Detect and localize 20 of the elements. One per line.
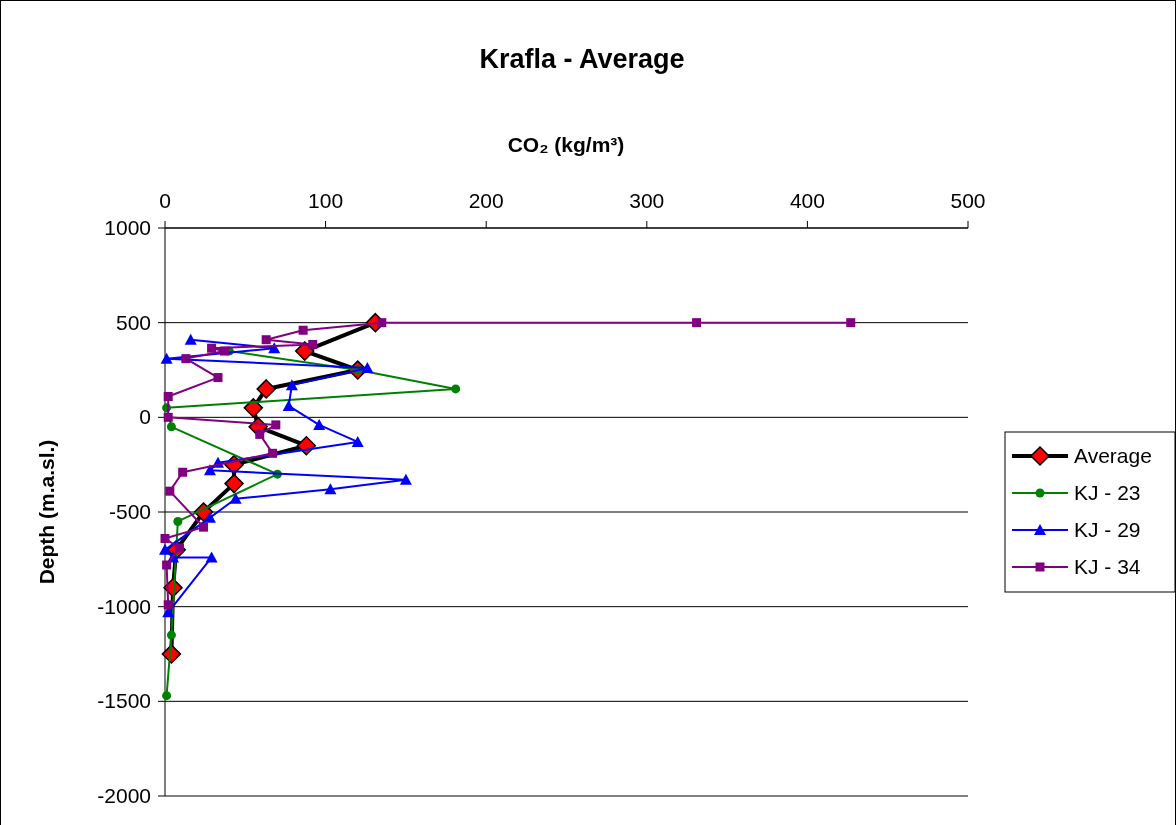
y-tick-label: -500 — [108, 500, 151, 523]
x-tick-label: 300 — [629, 189, 665, 212]
legend-label: KJ - 34 — [1074, 555, 1141, 578]
x-tick-label: 400 — [789, 189, 825, 212]
x-tick-label: 0 — [159, 189, 171, 212]
legend-label: Average — [1074, 444, 1152, 467]
y-tick-label: 1000 — [104, 216, 151, 239]
y-axis-title: Depth (m.a.sl.) — [35, 439, 58, 585]
y-tick-label: 500 — [115, 310, 151, 334]
y-tick-label: -1000 — [97, 594, 151, 618]
y-tick-label: -2000 — [97, 784, 151, 807]
y-tick-label: -1500 — [97, 689, 151, 713]
legend-label: KJ - 29 — [1074, 518, 1141, 541]
x-tick-label: 100 — [308, 189, 344, 212]
x-tick-label: 500 — [950, 189, 986, 212]
x-tick-label: 200 — [468, 189, 504, 212]
y-tick-label: 0 — [139, 405, 151, 429]
legend-label: KJ - 23 — [1074, 481, 1141, 504]
chart-title: Krafla - Average — [479, 44, 685, 74]
x-axis-title: CO₂ (kg/m³) — [507, 133, 625, 156]
